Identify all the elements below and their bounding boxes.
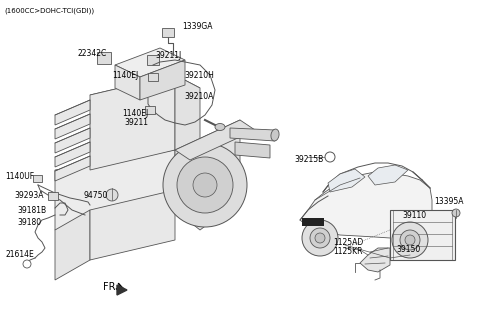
Polygon shape: [117, 285, 127, 295]
FancyBboxPatch shape: [145, 106, 155, 114]
Polygon shape: [55, 142, 90, 167]
Circle shape: [310, 228, 330, 248]
Text: 39210H: 39210H: [184, 71, 214, 80]
FancyBboxPatch shape: [148, 73, 158, 81]
Ellipse shape: [215, 123, 225, 131]
Circle shape: [325, 152, 335, 162]
Text: 1140EJ: 1140EJ: [122, 109, 148, 118]
Polygon shape: [235, 142, 270, 158]
Text: 22342C: 22342C: [78, 49, 107, 58]
FancyBboxPatch shape: [48, 192, 58, 200]
FancyBboxPatch shape: [97, 52, 111, 64]
Polygon shape: [300, 172, 432, 238]
Text: 39210A: 39210A: [184, 92, 214, 101]
Text: 39150: 39150: [396, 245, 420, 254]
Text: 1125AD: 1125AD: [333, 238, 363, 247]
Polygon shape: [55, 114, 90, 139]
Polygon shape: [368, 165, 408, 185]
FancyBboxPatch shape: [147, 55, 159, 65]
Polygon shape: [115, 48, 185, 77]
Text: 21614E: 21614E: [5, 250, 34, 259]
Polygon shape: [230, 128, 275, 141]
Ellipse shape: [271, 129, 279, 141]
Circle shape: [392, 222, 428, 258]
Circle shape: [452, 209, 460, 217]
FancyBboxPatch shape: [390, 210, 455, 260]
Polygon shape: [90, 75, 200, 108]
Text: 1339GA: 1339GA: [182, 22, 213, 31]
Polygon shape: [360, 248, 390, 272]
FancyBboxPatch shape: [162, 28, 174, 37]
Circle shape: [405, 235, 415, 245]
Polygon shape: [55, 210, 90, 280]
Text: 94750: 94750: [83, 191, 108, 200]
Circle shape: [302, 220, 338, 256]
Polygon shape: [175, 120, 255, 160]
Circle shape: [400, 230, 420, 250]
Circle shape: [315, 233, 325, 243]
Polygon shape: [140, 60, 185, 100]
Text: 39215B: 39215B: [294, 155, 323, 164]
Polygon shape: [55, 100, 90, 125]
Polygon shape: [55, 156, 90, 181]
Text: 13395A: 13395A: [434, 197, 464, 206]
FancyBboxPatch shape: [302, 218, 324, 226]
Text: 39211J: 39211J: [155, 51, 181, 60]
Polygon shape: [328, 169, 365, 192]
Circle shape: [23, 260, 31, 268]
Polygon shape: [115, 65, 140, 100]
Text: 39181B: 39181B: [17, 206, 46, 215]
Text: 39180: 39180: [17, 218, 41, 227]
FancyBboxPatch shape: [33, 175, 42, 182]
Polygon shape: [90, 190, 175, 260]
Polygon shape: [175, 75, 200, 150]
Text: 39293A: 39293A: [14, 191, 44, 200]
Circle shape: [193, 173, 217, 197]
Circle shape: [106, 189, 118, 201]
Text: FR.: FR.: [103, 282, 118, 292]
Text: 1125KR: 1125KR: [333, 247, 362, 256]
Text: 1140EJ: 1140EJ: [112, 71, 138, 80]
Text: 1140UF: 1140UF: [5, 172, 34, 181]
Text: (1600CC>DOHC-TCI(GDI)): (1600CC>DOHC-TCI(GDI)): [4, 8, 94, 15]
Polygon shape: [55, 128, 90, 153]
Polygon shape: [55, 150, 175, 230]
Polygon shape: [175, 120, 240, 230]
Text: 39110: 39110: [402, 211, 426, 220]
Circle shape: [177, 157, 233, 213]
Polygon shape: [90, 75, 175, 170]
Circle shape: [163, 143, 247, 227]
Text: 39211: 39211: [124, 118, 148, 127]
